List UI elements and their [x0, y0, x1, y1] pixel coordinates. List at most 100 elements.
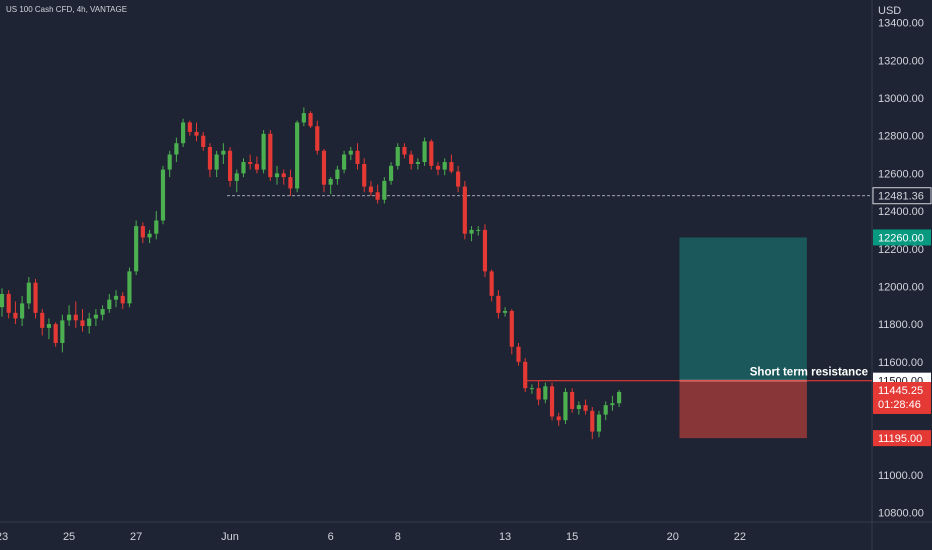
y-tick-label: 13400.00 — [878, 18, 924, 30]
candle-body — [617, 391, 622, 404]
x-tick-label: 8 — [395, 531, 401, 543]
candle-body — [583, 405, 588, 411]
y-tick-label: 12000.00 — [878, 281, 924, 293]
y-tick-label: 12600.00 — [878, 168, 924, 180]
candle-body — [603, 405, 608, 415]
candle-body — [20, 303, 25, 319]
y-tick-label: 12800.00 — [878, 131, 924, 143]
candle-body — [576, 405, 581, 409]
price-tag-stop-bg — [873, 430, 931, 447]
candle-body — [382, 180, 387, 200]
y-tick-label: 10800.00 — [878, 508, 924, 520]
candle-body — [355, 150, 360, 164]
y-tick-label: 13200.00 — [878, 55, 924, 67]
candle-body — [543, 386, 548, 400]
candle-body — [134, 226, 139, 272]
candle-body — [516, 346, 521, 362]
candle-body — [26, 282, 31, 304]
candle-body — [368, 186, 374, 193]
x-tick-label: 20 — [667, 531, 679, 543]
candle-body — [523, 361, 528, 389]
candle-body — [536, 388, 541, 400]
candle-body — [274, 173, 280, 178]
symbol-title: US 100 Cash CFD, 4h, VANTAGE — [6, 5, 128, 14]
candle-body — [227, 150, 233, 181]
candle-body — [288, 177, 293, 189]
candle-body — [73, 314, 78, 321]
candle-body — [456, 171, 461, 187]
candle-body — [6, 293, 11, 313]
y-tick-label: 13000.00 — [878, 93, 924, 105]
price-tag-target-bg — [873, 229, 931, 246]
candle-body — [201, 135, 206, 147]
y-tick-label: 11800.00 — [878, 319, 923, 331]
candle-body — [60, 320, 65, 343]
price-tag-target: 12260.00 — [878, 232, 924, 244]
candle-body — [590, 410, 595, 432]
candle-body — [221, 150, 226, 155]
candle-body — [402, 146, 407, 155]
candle-body — [348, 150, 353, 155]
candle-body — [140, 226, 145, 238]
resistance-annotation: Short term resistance — [750, 367, 868, 379]
candle-body — [66, 314, 72, 321]
candle-body — [281, 173, 286, 178]
candle-body — [308, 113, 313, 127]
candle-body — [429, 141, 434, 166]
candle-body — [174, 143, 179, 155]
candle-body — [40, 312, 45, 328]
candle-body — [529, 388, 534, 390]
x-tick-label: 6 — [328, 531, 334, 543]
candle-body — [207, 146, 213, 170]
candle-body — [147, 233, 152, 238]
candle-body — [496, 295, 501, 313]
candle-body — [342, 154, 347, 170]
candle-body — [482, 229, 488, 272]
candle-body — [13, 312, 18, 319]
candle-body — [422, 141, 427, 163]
candle-body — [435, 165, 441, 170]
candle-body — [502, 310, 508, 313]
candle-body — [248, 162, 253, 164]
candle-body — [46, 324, 52, 328]
candle-body — [33, 282, 38, 313]
candle-body — [362, 163, 367, 187]
candle-body — [0, 293, 5, 308]
candle-body — [315, 126, 320, 151]
price-tag-countdown: 01:28:46 — [878, 399, 921, 411]
x-tick-label: 27 — [130, 531, 142, 543]
x-tick-label: 25 — [63, 531, 75, 543]
price-tag-dashed-support-bg — [872, 187, 932, 205]
candle-body — [415, 162, 420, 164]
candle-body — [409, 154, 414, 164]
price-tag-last: 11445.25 — [878, 385, 923, 397]
candle-body — [563, 391, 568, 421]
y-tick-label: 12400.00 — [878, 206, 924, 218]
candle-body — [321, 150, 327, 185]
x-tick-label: 22 — [734, 531, 746, 543]
candle-body — [449, 162, 454, 172]
candle-body — [80, 320, 85, 327]
x-tick-label: 13 — [499, 531, 511, 543]
candle-body — [120, 295, 125, 304]
price-tag-dashed-support: 12481.36 — [878, 191, 924, 203]
price-tag-last-bg — [873, 381, 931, 414]
candle-body — [154, 220, 159, 234]
candle-body — [214, 154, 219, 170]
candle-body — [187, 122, 192, 132]
candle-body — [335, 169, 340, 180]
candle-body — [442, 162, 447, 170]
candle-body — [53, 324, 58, 343]
candle-body — [234, 173, 239, 181]
candle-body — [194, 131, 199, 136]
candle-body — [469, 229, 474, 234]
candle-body — [107, 299, 112, 310]
x-tick-label: 15 — [566, 531, 578, 543]
candle-body — [596, 414, 602, 432]
candle-body — [127, 271, 132, 304]
stop-zone — [679, 380, 807, 439]
candle-body — [167, 154, 172, 170]
candle-body — [489, 271, 494, 296]
x-tick-label: Jun — [221, 531, 239, 543]
